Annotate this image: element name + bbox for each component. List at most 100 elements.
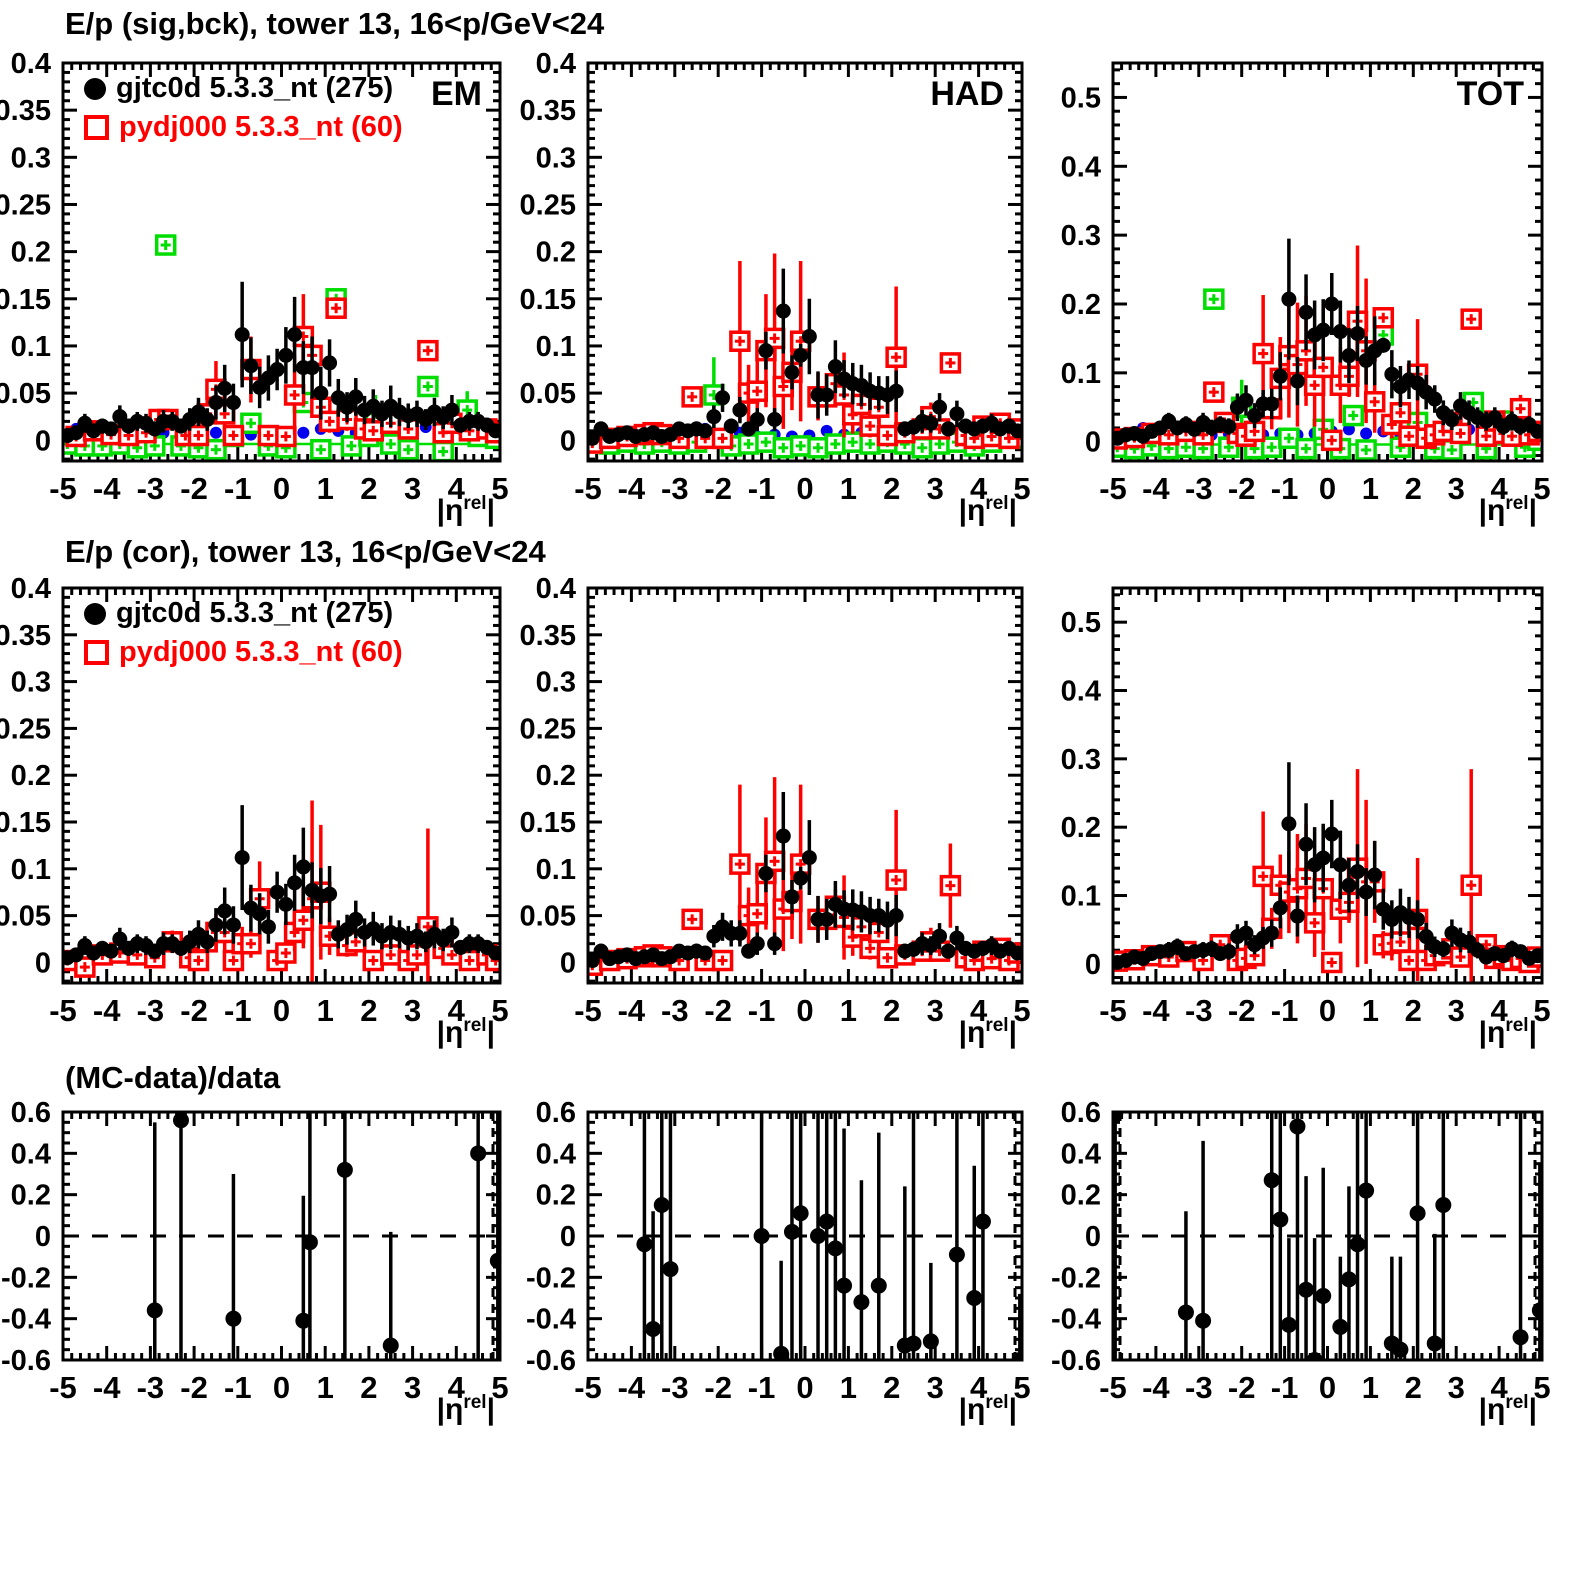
x-tick-label: 4 [1490, 1370, 1508, 1405]
y-tick-label: 0.3 [1061, 220, 1101, 252]
y-tick-label: 0.4 [11, 573, 51, 605]
panel-tot-cor: 00.10.20.30.40.5-5 -4 -3 -2 -1 0 1 2 3 4 5 [1061, 586, 1551, 1028]
x-tick-label: 3 [1448, 1370, 1465, 1405]
row3-title: (MC-data)/data [65, 1060, 281, 1095]
y-tick-label: 0 [1085, 427, 1101, 459]
x-tick-label: 0 [1319, 1370, 1336, 1405]
x-tick-label: 4 [970, 471, 988, 506]
x-tick-label: -2 [704, 993, 732, 1028]
plot-frame [586, 61, 1024, 463]
series-gjtc0d-5-3-3-nt-275- [63, 805, 500, 966]
y-tick-label: -0.4 [526, 1304, 576, 1336]
open-square-marker-icon [84, 115, 109, 140]
x-tick-label: -3 [661, 1370, 689, 1405]
x-tick-label: 2 [883, 471, 900, 506]
axis-ticks [1111, 588, 1544, 983]
y-tick-label: 0.2 [1061, 1180, 1101, 1212]
y-tick-label: 0.2 [11, 237, 51, 269]
x-tick-label: -4 [1142, 1370, 1170, 1405]
x-tick-label: -4 [618, 1370, 646, 1405]
y-tick-label: -0.6 [526, 1345, 576, 1377]
x-axis-label: |ηrel| [1478, 1015, 1537, 1049]
y-tick-label: 0.2 [536, 760, 576, 792]
legend-entry-data: gjtc0d 5.3.3_nt (275) [84, 597, 403, 630]
panel-em-sigbck: 0 0.05 0.1 0.15 0.2 0.25 0.3 0.35 0.4 -5 -4 -3 -2 -1 0… [0, 48, 509, 506]
y-tick-label: 0.2 [1061, 812, 1101, 844]
x-tick-label: 3 [404, 1370, 421, 1405]
x-tick-label: 5 [1533, 471, 1550, 506]
x-tick-label: -4 [93, 1370, 121, 1405]
filled-circle-marker-icon [84, 602, 106, 625]
y-tick-label: 0 [35, 425, 51, 457]
x-tick-label: 5 [1533, 1370, 1550, 1405]
x-tick-label: 0 [273, 993, 290, 1028]
row1-title: E/p (sig,bck), tower 13, 16<p/GeV<24 [65, 6, 605, 41]
x-tick-label: 4 [970, 1370, 988, 1405]
series-gjtc0d-5-3-3-nt-275- [63, 281, 500, 444]
y-tick-label: 0.6 [1061, 1097, 1101, 1129]
y-tick-label: 0.4 [1061, 676, 1101, 708]
x-tick-label: 0 [796, 471, 813, 506]
x-tick-label: -1 [1271, 993, 1299, 1028]
y-tick-label: -0.4 [1051, 1304, 1101, 1336]
y-tick-label: 0.4 [11, 48, 51, 80]
y-tick-label: 0.4 [536, 48, 576, 80]
x-tick-label: 2 [1405, 993, 1422, 1028]
y-tick-label: 0.35 [520, 620, 576, 652]
panel-had-sigbck: 0 0.05 0.1 0.15 0.2 0.25 0.3 0.35 0.4 -5 -4 -3 -2 -1 0… [520, 48, 1031, 506]
x-tick-label: 3 [927, 471, 944, 506]
y-tick-label: 0.15 [520, 807, 576, 839]
legend-label-data: gjtc0d 5.3.3_nt (275) [116, 72, 394, 104]
legend-entry-mc: pydj000 5.3.3_nt (60) [84, 111, 403, 144]
y-tick-label: 0.3 [536, 667, 576, 699]
x-axis-label: |ηrel| [1478, 1392, 1537, 1426]
panel-ratio-had: -0.6-0.4-0.200.20.40.6-5 -4 -3 -2 -1 0 1 2 3 4 5 [526, 1097, 1031, 1405]
x-tick-label: 1 [1362, 993, 1379, 1028]
y-tick-label: 0.35 [0, 620, 51, 652]
x-tick-label: 1 [1362, 471, 1379, 506]
y-tick-label: 0.2 [1061, 289, 1101, 321]
x-tick-label: -5 [49, 471, 77, 506]
x-tick-label: -3 [137, 1370, 165, 1405]
x-tick-label: 2 [883, 1370, 900, 1405]
series-pydj000-5-3-3-nt-60- [63, 800, 500, 983]
y-tick-label: 0.4 [1061, 1138, 1101, 1170]
y-tick-label: 0.2 [11, 760, 51, 792]
x-tick-label: 5 [1533, 993, 1550, 1028]
x-tick-label: 3 [927, 993, 944, 1028]
corner-label-tot: TOT [1457, 75, 1525, 113]
x-axis-label: |ηrel| [436, 493, 495, 527]
y-tick-label: 0.35 [520, 95, 576, 127]
y-tick-label: 0.15 [0, 284, 51, 316]
y-tick-label: 0.05 [0, 378, 51, 410]
plot-frame [1111, 61, 1544, 463]
x-tick-label: 1 [317, 1370, 334, 1405]
y-tick-label: 0.35 [0, 95, 51, 127]
x-tick-label: -4 [618, 471, 646, 506]
x-tick-label: -1 [748, 471, 776, 506]
y-tick-label: 0.4 [536, 573, 576, 605]
y-tick-label: 0.15 [520, 284, 576, 316]
y-tick-label: 0.1 [11, 854, 51, 886]
y-tick-label: 0.05 [0, 901, 51, 933]
plot-frame [61, 586, 502, 985]
x-tick-label: 3 [927, 1370, 944, 1405]
x-tick-label: -5 [574, 993, 602, 1028]
y-tick-label: 0.4 [1061, 151, 1101, 183]
x-tick-label: -4 [618, 993, 646, 1028]
x-tick-label: -5 [574, 1370, 602, 1405]
y-tick-label: 0.1 [536, 854, 576, 886]
x-tick-label: 1 [840, 1370, 857, 1405]
x-tick-label: 5 [491, 993, 508, 1028]
y-tick-label: 0.4 [536, 1138, 576, 1170]
corner-label-em: EM [431, 75, 482, 113]
y-tick-label: 0.2 [11, 1180, 51, 1212]
x-tick-label: -4 [93, 993, 121, 1028]
y-tick-label: 0.1 [11, 331, 51, 363]
y-tick-label: 0 [1085, 1221, 1101, 1253]
x-tick-label: 3 [1448, 471, 1465, 506]
x-tick-label: -5 [49, 1370, 77, 1405]
x-tick-label: 1 [840, 471, 857, 506]
